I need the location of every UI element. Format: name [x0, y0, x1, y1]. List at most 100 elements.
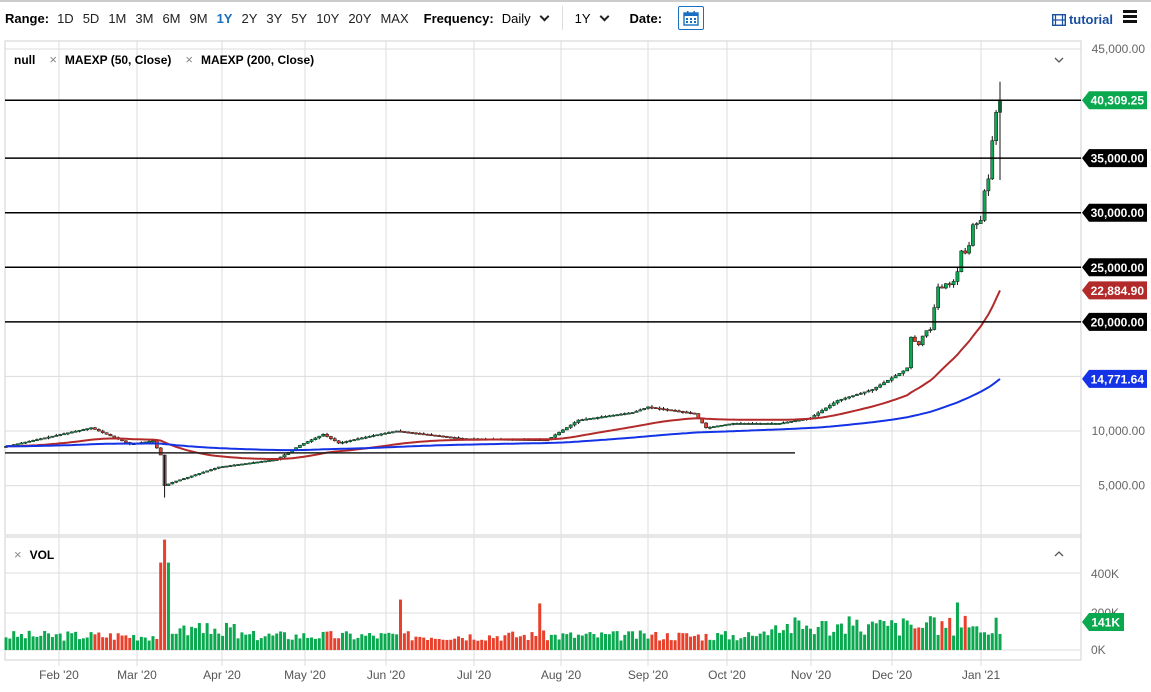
- range-buttons: 1D 5D 1M 3M 6M 9M 1Y 2Y 3Y 5Y 10Y 20Y MAX: [57, 11, 418, 26]
- candle-body: [588, 418, 592, 420]
- volume-bar: [801, 628, 805, 650]
- volume-tag-bg: [1082, 613, 1124, 631]
- volume-bar: [944, 627, 948, 650]
- candle-body: [742, 423, 747, 425]
- range-button-3m[interactable]: 3M: [135, 10, 154, 26]
- candle-body: [359, 437, 364, 440]
- chevron-down-icon[interactable]: [1053, 54, 1065, 66]
- candle-body: [213, 468, 217, 470]
- range-button-9m[interactable]: 9M: [189, 10, 208, 26]
- volume-bar: [12, 631, 16, 650]
- range-button-max[interactable]: MAX: [380, 10, 409, 26]
- volume-bar: [182, 625, 186, 650]
- candle-body: [928, 329, 933, 331]
- frequency-dropdown[interactable]: Daily: [502, 11, 550, 26]
- candle-body: [622, 413, 627, 415]
- calendar-button[interactable]: [678, 6, 705, 30]
- toolbar: Range: 1D 5D 1M 3M 6M 9M 1Y 2Y 3Y 5Y 10Y 20Y MAX Fre…: [0, 0, 1151, 36]
- volume-bar: [778, 632, 782, 650]
- range-button-1m[interactable]: 1M: [108, 10, 127, 26]
- volume-axis-label: 0K: [1091, 643, 1106, 657]
- remove-indicator-icon[interactable]: ×: [185, 52, 193, 67]
- candle-body: [909, 336, 913, 369]
- volume-bar: [147, 640, 151, 650]
- candle-body: [936, 286, 940, 308]
- volume-bar: [909, 624, 913, 650]
- candle-body: [916, 341, 921, 346]
- remove-indicator-icon[interactable]: ×: [49, 52, 57, 67]
- volume-bar: [650, 634, 654, 650]
- volume-bar: [836, 624, 840, 650]
- range-button-5y[interactable]: 5Y: [291, 10, 308, 26]
- period-dropdown[interactable]: 1Y: [575, 11, 609, 26]
- volume-bar: [47, 633, 51, 650]
- candle-body: [216, 466, 221, 469]
- candle-body: [731, 423, 735, 425]
- range-button-5d[interactable]: 5D: [82, 10, 100, 26]
- chevron-up-icon[interactable]: [1053, 548, 1065, 560]
- range-button-3y[interactable]: 3Y: [266, 10, 283, 26]
- volume-bar: [870, 621, 874, 650]
- candle-body: [197, 473, 202, 475]
- y-axis-label: 5,000.00: [1098, 479, 1145, 493]
- volume-bar: [882, 621, 886, 650]
- ma-value-tag: 14,771.64: [1082, 369, 1147, 388]
- hamburger-menu-icon[interactable]: [1123, 10, 1137, 25]
- volume-bar: [197, 623, 201, 650]
- candle-body: [715, 425, 720, 428]
- range-button-1d[interactable]: 1D: [57, 10, 74, 26]
- volume-bar: [588, 632, 592, 650]
- remove-volume-icon[interactable]: ×: [14, 547, 22, 562]
- x-axis-label: Sep '20: [628, 668, 669, 682]
- frequency-label: Frequency:: [423, 10, 494, 26]
- volume-bar: [333, 638, 337, 650]
- range-button-10y[interactable]: 10Y: [316, 10, 340, 26]
- candle-body: [38, 438, 43, 441]
- indicator-ma200-label: MAEXP (200, Close): [201, 52, 315, 67]
- candle-body: [321, 434, 326, 437]
- candle-body: [727, 423, 732, 426]
- volume-bar: [128, 637, 132, 650]
- volume-bar: [596, 637, 600, 650]
- x-axis-label: Feb '20: [39, 668, 79, 682]
- volume-bar: [445, 639, 449, 650]
- x-axis-label: Nov '20: [791, 668, 832, 682]
- volume-bar: [863, 634, 867, 650]
- volume-bar: [43, 630, 47, 650]
- level-tag: 30,000.00: [1082, 203, 1147, 222]
- candle-body: [313, 437, 318, 440]
- range-button-20y[interactable]: 20Y: [348, 10, 372, 26]
- level-tag-bg: [1082, 149, 1147, 168]
- candle-body: [572, 422, 577, 426]
- volume-bar: [178, 628, 182, 650]
- range-button-1y[interactable]: 1Y: [216, 10, 233, 26]
- film-icon: [1051, 13, 1066, 26]
- volume-bar: [77, 639, 81, 650]
- candle-body: [166, 483, 171, 486]
- volume-bar: [457, 636, 461, 650]
- candle-body: [46, 436, 51, 439]
- volume-bar: [66, 631, 70, 650]
- volume-bar: [561, 633, 565, 650]
- volume-bar: [325, 631, 329, 650]
- range-button-6m[interactable]: 6M: [162, 10, 181, 26]
- volume-bar: [576, 634, 580, 650]
- volume-bar: [816, 627, 820, 650]
- candle-body: [151, 440, 155, 443]
- volume-bar: [267, 633, 271, 650]
- volume-bar: [70, 633, 74, 650]
- candle-body: [684, 411, 689, 414]
- range-button-2y[interactable]: 2Y: [241, 10, 258, 26]
- x-axis-label: Jul '20: [457, 668, 492, 682]
- tutorial-link[interactable]: tutorial: [1051, 12, 1113, 27]
- candle-body: [739, 423, 743, 425]
- candle-body: [433, 434, 438, 437]
- volume-bar: [971, 626, 975, 650]
- volume-bar: [708, 639, 712, 650]
- candle-body: [959, 250, 964, 272]
- candle-body: [974, 223, 979, 226]
- candle-body: [58, 434, 62, 436]
- volume-bar: [631, 631, 635, 650]
- volume-bar: [665, 633, 669, 650]
